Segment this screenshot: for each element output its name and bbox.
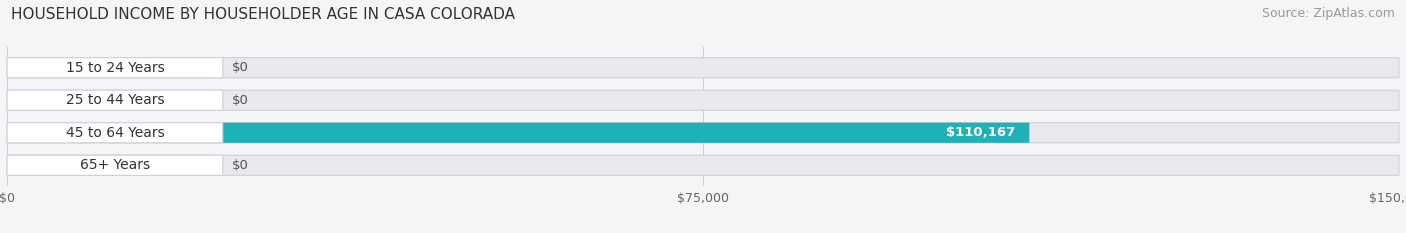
FancyBboxPatch shape <box>7 90 212 110</box>
Text: $0: $0 <box>232 61 249 74</box>
Text: $0: $0 <box>232 94 249 107</box>
FancyBboxPatch shape <box>7 90 222 110</box>
FancyBboxPatch shape <box>7 123 1029 143</box>
FancyBboxPatch shape <box>7 58 212 78</box>
FancyBboxPatch shape <box>7 155 1399 175</box>
Text: Source: ZipAtlas.com: Source: ZipAtlas.com <box>1261 7 1395 20</box>
Text: 25 to 44 Years: 25 to 44 Years <box>66 93 165 107</box>
Text: 65+ Years: 65+ Years <box>80 158 150 172</box>
FancyBboxPatch shape <box>7 155 222 175</box>
FancyBboxPatch shape <box>7 90 1399 110</box>
Text: $0: $0 <box>232 159 249 172</box>
FancyBboxPatch shape <box>7 123 1399 143</box>
Text: 45 to 64 Years: 45 to 64 Years <box>66 126 165 140</box>
FancyBboxPatch shape <box>7 58 1399 78</box>
Text: HOUSEHOLD INCOME BY HOUSEHOLDER AGE IN CASA COLORADA: HOUSEHOLD INCOME BY HOUSEHOLDER AGE IN C… <box>11 7 515 22</box>
FancyBboxPatch shape <box>7 58 222 78</box>
FancyBboxPatch shape <box>7 123 222 143</box>
Text: $110,167: $110,167 <box>946 126 1015 139</box>
FancyBboxPatch shape <box>7 155 212 175</box>
Text: 15 to 24 Years: 15 to 24 Years <box>66 61 165 75</box>
